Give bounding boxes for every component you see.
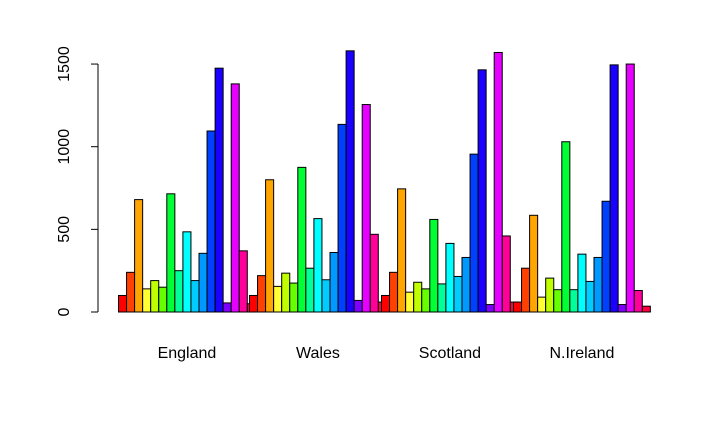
bar-n-ireland-17 (641, 305, 651, 313)
bar-scotland-5 (413, 281, 423, 313)
bar-n-ireland-8 (569, 289, 579, 313)
bar-wales-13 (345, 50, 355, 313)
bar-scotland-11 (461, 256, 471, 313)
bar-england-16 (238, 250, 248, 313)
bar-n-ireland-1 (513, 301, 523, 313)
y-axis: 0 500 1000 1500 (56, 46, 99, 316)
bar-n-ireland-9 (577, 253, 587, 313)
bar-n-ireland-4 (537, 296, 547, 313)
y-tick-label-1000: 1000 (56, 129, 73, 165)
bar-scotland-7 (429, 218, 439, 313)
bar-scotland-8 (437, 283, 447, 313)
bar-wales-12 (337, 123, 347, 313)
bar-wales-14 (353, 299, 363, 313)
bar-wales-10 (321, 279, 331, 313)
bar-n-ireland-11 (593, 256, 603, 313)
bar-scotland-6 (421, 288, 431, 313)
bar-scotland-16 (501, 235, 511, 313)
bar-england-14 (222, 302, 232, 313)
bar-england-10 (190, 280, 200, 313)
bar-scotland-10 (453, 275, 463, 313)
bar-wales-8 (305, 267, 315, 313)
category-label-scotland: Scotland (419, 345, 481, 362)
bar-scotland-14 (485, 304, 495, 313)
bar-wales-15 (361, 104, 371, 313)
bar-england-11 (198, 252, 208, 313)
bar-wales-6 (289, 282, 299, 313)
bar-n-ireland-5 (545, 277, 555, 313)
bar-england-9 (182, 231, 192, 313)
bar-england-12 (206, 130, 216, 313)
bar-scotland-15 (493, 51, 503, 313)
bar-n-ireland-7 (561, 141, 571, 313)
bar-england-15 (230, 83, 240, 313)
bar-n-ireland-13 (609, 64, 619, 313)
category-label-n-ireland: N.Ireland (549, 345, 614, 362)
bar-wales-11 (329, 251, 339, 313)
bar-n-ireland-15 (625, 63, 635, 313)
bar-wales-4 (273, 285, 283, 313)
bar-n-ireland-2 (521, 267, 531, 313)
bar-n-ireland-14 (617, 304, 627, 313)
bar-wales-1 (249, 294, 259, 313)
bars-layer (118, 50, 651, 313)
bar-england-5 (150, 280, 160, 313)
bar-scotland-12 (469, 153, 479, 313)
bar-england-3 (134, 199, 144, 313)
bar-wales-2 (257, 275, 267, 313)
y-tick-label-0: 0 (56, 307, 73, 316)
y-tick-label-500: 500 (56, 216, 73, 243)
bar-england-7 (166, 193, 176, 313)
bar-scotland-9 (445, 242, 455, 313)
bar-england-6 (158, 286, 168, 313)
bar-scotland-3 (397, 188, 407, 313)
bar-england-1 (118, 294, 128, 313)
bar-n-ireland-12 (601, 200, 611, 313)
bar-scotland-4 (405, 291, 415, 313)
bar-wales-3 (265, 179, 275, 313)
category-label-wales: Wales (296, 345, 340, 362)
bar-n-ireland-16 (633, 290, 643, 313)
bar-scotland-2 (389, 271, 399, 313)
bar-england-2 (126, 271, 136, 313)
y-tick-label-1500: 1500 (56, 46, 73, 82)
bar-wales-7 (297, 166, 307, 313)
bar-scotland-1 (381, 294, 391, 313)
bar-wales-9 (313, 218, 323, 313)
bar-england-4 (142, 288, 152, 313)
bar-england-8 (174, 270, 184, 313)
x-axis-labels: England Wales Scotland N.Ireland (158, 345, 615, 362)
bar-n-ireland-3 (529, 214, 539, 313)
bar-n-ireland-10 (585, 280, 595, 313)
bar-scotland-13 (477, 69, 487, 313)
category-label-england: England (158, 345, 217, 362)
bar-wales-5 (281, 272, 291, 313)
bar-england-13 (214, 67, 224, 313)
bar-n-ireland-6 (553, 289, 563, 313)
bar-wales-16 (369, 233, 379, 313)
